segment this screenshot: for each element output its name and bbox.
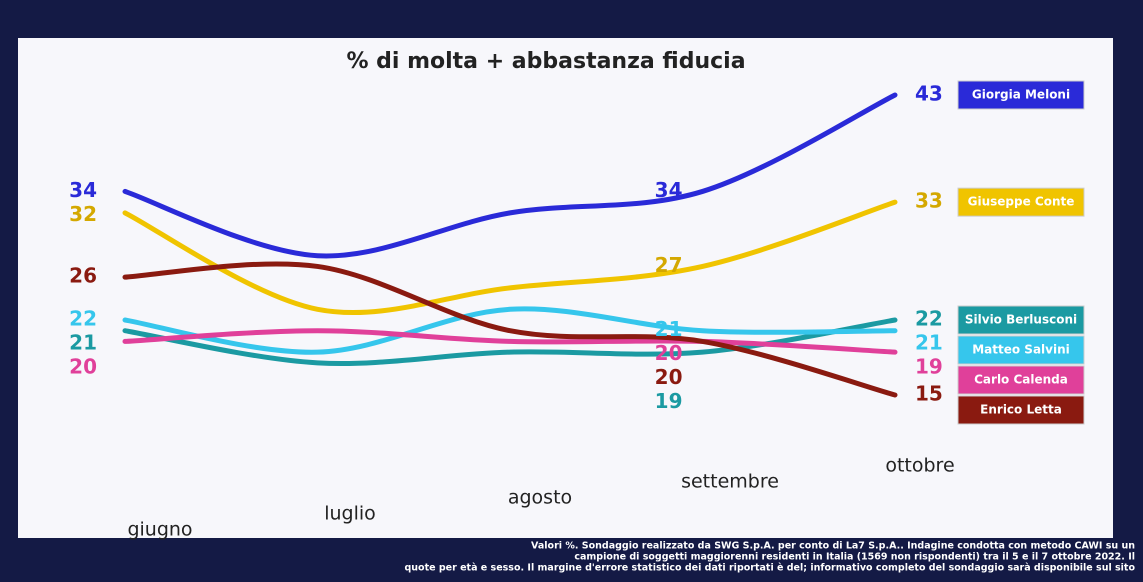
value-label: 21 xyxy=(655,317,683,341)
legend-box xyxy=(957,395,1085,425)
line xyxy=(122,261,898,398)
value-label: 43 xyxy=(915,82,943,106)
line xyxy=(122,199,898,316)
value-label: 20 xyxy=(69,355,97,379)
legend-box xyxy=(957,335,1085,365)
value-label: 34 xyxy=(655,178,683,202)
footnote: quote per età e sesso. Il margine d'erro… xyxy=(404,563,1135,574)
legend-label: Enrico Letta xyxy=(980,403,1062,417)
legend-box xyxy=(957,305,1085,335)
value-label: 19 xyxy=(655,389,683,413)
legend-label: Giorgia Meloni xyxy=(972,88,1070,102)
value-label: 21 xyxy=(915,331,943,355)
legend-label: Giuseppe Conte xyxy=(968,195,1075,209)
footnote: campione di soggetti maggiorenni residen… xyxy=(574,552,1135,563)
value-label: 19 xyxy=(915,355,943,379)
legend-box xyxy=(957,365,1085,395)
chart-title: % di molta + abbastanza fiducia xyxy=(346,49,745,74)
line xyxy=(122,306,898,355)
footnote: Valori %. Sondaggio realizzato da SWG S.… xyxy=(531,541,1135,552)
value-label: 26 xyxy=(69,264,97,288)
x-tick-label: ottobre xyxy=(885,455,954,477)
value-label: 20 xyxy=(655,365,683,389)
line xyxy=(122,92,898,259)
x-tick-label: agosto xyxy=(508,487,572,509)
value-label: 22 xyxy=(915,307,943,331)
value-label: 20 xyxy=(655,341,683,365)
x-tick-label: giugno xyxy=(127,519,192,541)
value-label: 22 xyxy=(69,307,97,331)
legend-label: Matteo Salvini xyxy=(972,343,1070,357)
value-label: 34 xyxy=(69,178,97,202)
value-label: 15 xyxy=(915,382,943,406)
legend-box xyxy=(957,80,1085,110)
x-tick-label: settembre xyxy=(681,471,779,493)
panel xyxy=(18,38,1113,538)
line xyxy=(122,328,898,355)
value-label: 33 xyxy=(915,189,943,213)
legend-box xyxy=(957,187,1085,217)
footer-band xyxy=(0,540,1143,578)
legend-label: Silvio Berlusconi xyxy=(965,313,1077,327)
value-label: 32 xyxy=(69,202,97,226)
value-label: 27 xyxy=(655,253,683,277)
x-tick-label: luglio xyxy=(324,503,376,525)
legend-label: Carlo Calenda xyxy=(974,373,1068,387)
value-label: 21 xyxy=(69,331,97,355)
